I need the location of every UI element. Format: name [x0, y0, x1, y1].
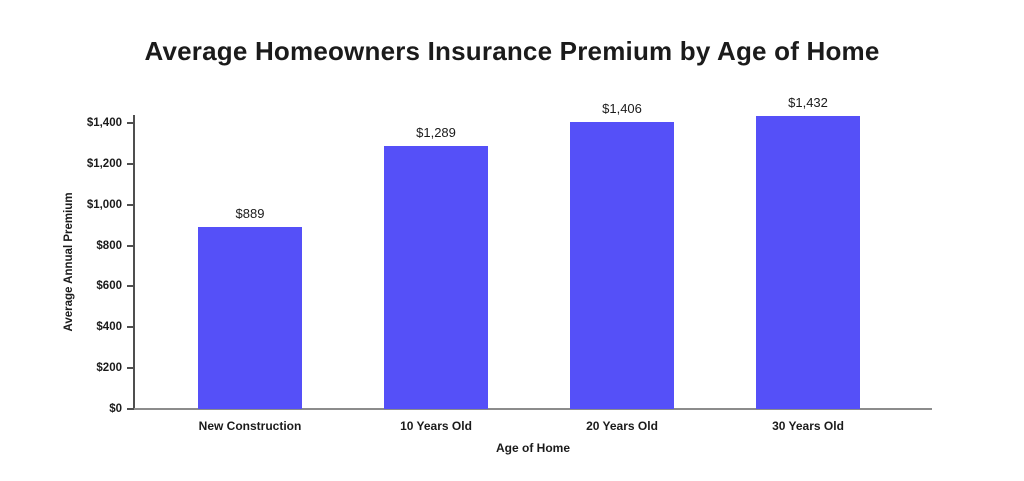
bar-value-label: $1,289 [416, 124, 456, 140]
x-axis-line [134, 408, 932, 410]
bar-value-label: $1,406 [602, 100, 642, 116]
y-tick [127, 367, 134, 370]
y-tick [127, 285, 134, 288]
y-tick [127, 122, 134, 124]
y-tick [127, 244, 134, 247]
x-category-label: 10 Years Old [400, 419, 472, 433]
x-category-label: 30 Years Old [772, 419, 844, 433]
bar-2 [384, 145, 488, 409]
bar-value-label: $1,432 [788, 95, 828, 111]
y-tick [127, 203, 134, 206]
y-tick [127, 326, 134, 329]
x-axis-title: Age of Home [495, 441, 571, 455]
y-tick-label: $1,200 [86, 157, 122, 170]
x-category-label: 20 Years Old [586, 419, 658, 433]
y-tick-label: $200 [96, 362, 122, 375]
chart-title: Average Homeowners Insurance Premium by … [144, 36, 880, 66]
y-tick-label: $600 [96, 280, 122, 293]
y-tick-label: $800 [96, 239, 122, 252]
x-category-label: New Construction [198, 419, 302, 433]
bar-1 [198, 227, 302, 409]
bar-3 [570, 121, 674, 409]
y-tick [127, 162, 134, 165]
y-axis-line [133, 115, 135, 410]
y-tick-label: $1,000 [86, 198, 122, 211]
y-axis-title: Average Annual Premium [63, 192, 75, 332]
y-tick-label: $0 [109, 403, 122, 415]
bar-4 [756, 116, 860, 409]
y-tick [127, 408, 134, 410]
bar-value-label: $889 [235, 206, 265, 222]
y-tick-label: $400 [96, 321, 122, 334]
y-tick-label: $1,400 [86, 117, 122, 129]
